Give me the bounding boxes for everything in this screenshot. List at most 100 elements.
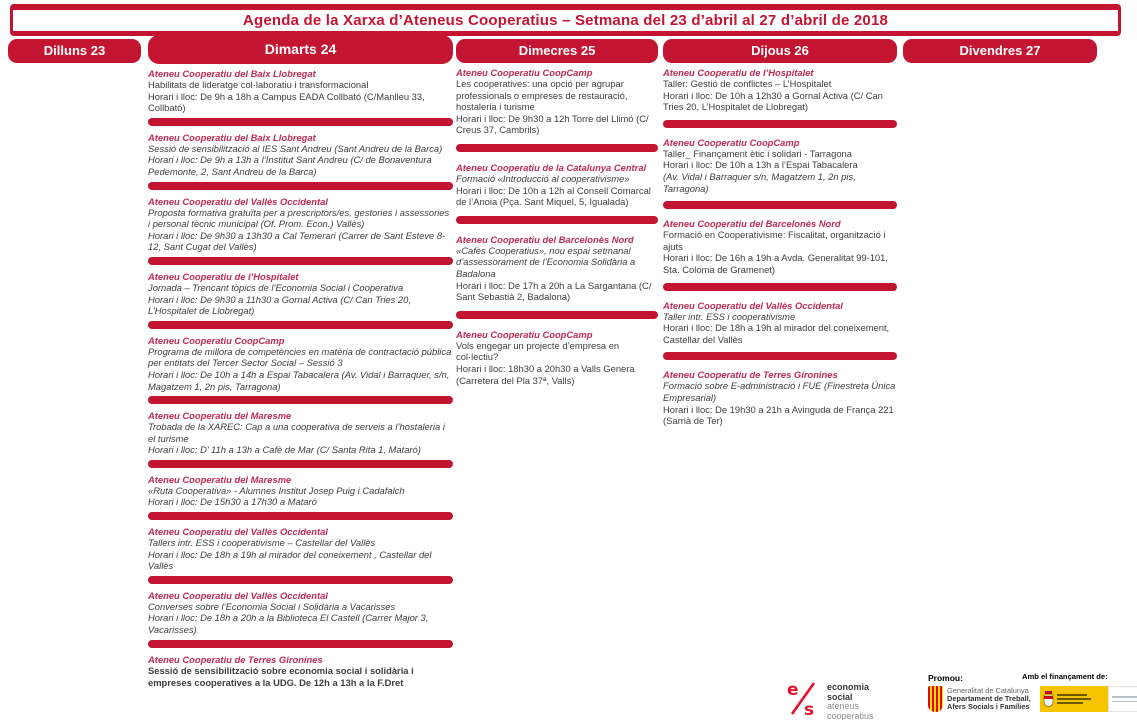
day-tab-label: Divendres 27 [959,43,1041,58]
es-logo-text: economia social ateneus cooperatius [827,680,874,720]
event-organizer: Ateneu Cooperatiu del Vallès Occidental [663,299,843,311]
event-line: Programa de millora de competències en m… [148,345,452,369]
event-line: Horari i lloc: De 10h a 14h a Espai Taba… [148,368,450,392]
event-organizer: Ateneu Cooperatiu del Barcelonès Nord [663,218,841,230]
event-organizer: Ateneu Cooperatiu del Vallès Occidental [148,589,328,601]
event-card: Ateneu Cooperatiu del Barcelonès Nord «Ca… [456,232,658,303]
event-organizer: Ateneu Cooperatiu CoopCamp [456,67,593,78]
event-organizer: Ateneu Cooperatiu del Vallès Occidental [148,195,328,207]
events-list: Ateneu Cooperatiu de l’Hospitalet Taller:… [663,63,897,427]
separator-bar [148,256,453,265]
spain-logo-line [1112,696,1137,698]
spain-shield-icon [1043,691,1054,707]
event-line: Horari i lloc: De 18h a 20h a la Bibliot… [148,612,429,636]
financament-label: Amb el finançament de: [1022,672,1108,681]
event-card: Ateneu Cooperatiu CoopCamp Programa de mi… [148,333,453,392]
separator-bar [148,575,453,584]
event-card: Ateneu Cooperatiu de l’Hospitalet Jornada… [148,269,453,317]
event-line: Habilitats de lideratge col·laboratiu i … [148,79,369,90]
spain-logo-text-lines [1057,692,1091,706]
economia-social-logo: e s economia social ateneus cooperatius [786,680,874,720]
day-tab-divendres: Divendres 27 [903,39,1097,63]
separator-bar [148,459,453,468]
event-line: Formació en Cooperativisme: Fiscalitat, … [663,229,886,252]
event-line: Horari i lloc: De 9h30 a 13h30 a Cal Tem… [148,229,446,253]
event-line: Formació sobre E-administració i FUE (Fi… [663,380,896,403]
event-line: Sessió de sensibilització al IES Sant An… [148,142,443,154]
svg-text:e: e [787,680,799,700]
es-logo-line: cooperatius [827,710,874,720]
event-organizer: Ateneu Cooperatiu del Barcelonès Nord [456,233,634,245]
event-organizer: Ateneu Cooperatiu de l’Hospitalet [148,270,299,282]
separator-bar [456,215,658,224]
spain-logo-line [1057,702,1083,704]
event-line: Taller intr. ESS i cooperativisme [663,310,796,322]
event-line: Proposta formativa gratuïta per a prescr… [148,206,450,230]
event-card: Ateneu Cooperatiu del Vallès Occidental C… [148,588,453,636]
event-line: «Cafès Cooperatius», nou espai setmanal … [456,244,636,279]
event-organizer: Ateneu Cooperatiu del Baix Llobregat [148,68,316,79]
event-card: Ateneu Cooperatiu de l’Hospitalet Taller:… [663,65,897,113]
event-card: Ateneu Cooperatiu del Maresme Trobada de … [148,408,453,456]
event-card: Ateneu Cooperatiu del Vallès Occidental T… [148,524,453,572]
senyera-icon [928,686,943,712]
event-line: Horari i lloc: De 18h a 19h al mirador d… [148,548,432,572]
separator-bar [148,181,453,190]
day-tab-dilluns: Dilluns 23 [8,39,141,63]
day-tab-label: Dijous 26 [751,43,809,58]
event-organizer: Ateneu Cooperatiu de Terres Gironines [663,369,838,381]
day-column-dimarts: Dimarts 24 Ateneu Cooperatiu del Baix Ll… [148,35,453,691]
event-card: Ateneu Cooperatiu CoopCamp Les cooperativ… [456,65,658,136]
event-line: Horari i lloc: De 10h a 12h al Consell C… [456,184,651,208]
day-column-dijous: Dijous 26 Ateneu Cooperatiu de l’Hospita… [663,39,897,428]
spain-logo-white-panel [1108,686,1137,712]
spain-government-logo [1040,686,1137,712]
event-card: Ateneu Cooperatiu del Maresme «Ruta Coope… [148,472,453,508]
event-line: Horari i lloc: De 16h a 19h a Avda. Gene… [663,252,888,275]
event-line: Horari i lloc: De 17h a 20h a La Sargant… [456,279,652,303]
event-line: Horari i lloc: De 9h a 13h a l’Institut … [148,154,432,177]
event-card: Ateneu Cooperatiu de Terres Gironines Ses… [148,652,453,690]
spain-logo-line [1057,694,1087,696]
es-logo-line: economia [827,682,870,692]
event-line: Taller_ Finançament ètic i solidari - Ta… [663,147,852,159]
event-line: Converses sobre l’Economia Social i Soli… [148,600,396,612]
event-line: (Av. Vidal i Barraquer s/n, Magatzem 1, … [663,170,856,194]
event-line: Horari i lloc: De 10h a 12h30 a Gornal A… [663,89,883,113]
separator-bar [663,352,897,361]
event-card: Ateneu Cooperatiu del Baix Llobregat Habi… [148,66,453,114]
separator-bar [663,282,897,291]
separator-bar [456,143,658,152]
event-card: Ateneu Cooperatiu del Barcelonès Nord For… [663,216,897,275]
spain-logo-line [1112,700,1137,702]
day-tab-dijous: Dijous 26 [663,39,897,63]
page-title: Agenda de la Xarxa d’Ateneus Cooperatius… [242,12,889,29]
event-organizer: Ateneu Cooperatiu CoopCamp [663,136,800,148]
event-line: Horari i lloc: De 19h30 a 21h a Avinguda… [663,403,894,427]
generalitat-line: Afers Socials i Famílies [947,702,1030,712]
generalitat-logo: Generalitat de Catalunya Departament de … [928,686,1031,712]
event-organizer: Ateneu Cooperatiu del Baix Llobregat [148,131,316,143]
event-line: Jornada – Trencant tòpics de l’Economia … [148,281,404,293]
event-organizer: Ateneu Cooperatiu CoopCamp [148,334,285,346]
separator-bar [148,320,453,329]
day-tab-label: Dimecres 25 [518,43,596,58]
separator-bar [456,310,658,319]
event-organizer: Ateneu Cooperatiu de Terres Gironines [148,653,323,665]
spain-logo-yellow-band [1040,686,1108,712]
generalitat-line: Departament de Treball, [947,693,1031,703]
separator-bar [148,512,453,521]
event-line: Horari i lloc: De 15h30 a 17h30 a Mataró [148,496,317,508]
event-organizer: Ateneu Cooperatiu de la Catalunya Centra… [456,161,647,173]
event-organizer: Ateneu Cooperatiu CoopCamp [456,328,593,340]
events-list [8,63,141,65]
event-organizer: Ateneu Cooperatiu del Maresme [148,410,292,422]
event-organizer: Ateneu Cooperatiu del Maresme [148,473,292,485]
event-line: «Ruta Cooperativa» - Alumnes Institut Jo… [148,484,405,496]
event-card: Ateneu Cooperatiu del Vallès Occidental T… [663,298,897,346]
day-tab-label: Dilluns 23 [43,43,106,58]
events-list: Ateneu Cooperatiu CoopCamp Les cooperativ… [456,63,658,386]
event-organizer: Ateneu Cooperatiu del Vallès Occidental [148,526,328,538]
event-line: Horari i lloc: De 18h a 19h al mirador d… [663,322,890,345]
